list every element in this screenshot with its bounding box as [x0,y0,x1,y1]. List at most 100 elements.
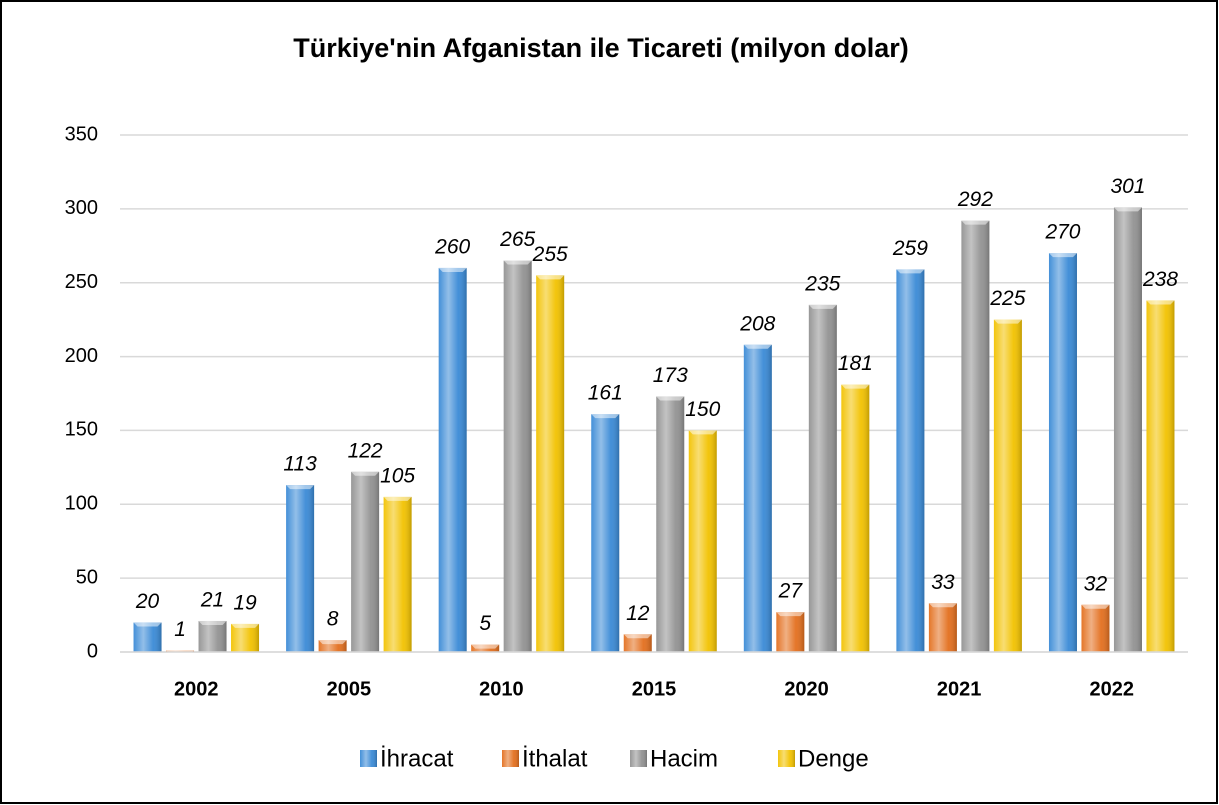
bar-top [776,612,805,617]
data-label: 161 [588,382,623,405]
bar-top [503,260,532,265]
data-label: 225 [989,287,1025,310]
data-label: 173 [653,364,688,387]
legend-label: Hacim [650,745,718,772]
data-label: 32 [1084,572,1108,595]
y-tick-label: 50 [76,566,98,588]
chart-title: Türkiye'nin Afganistan ile Ticareti (mil… [293,33,909,63]
legend-swatch-shine [630,750,647,767]
data-label: 292 [957,188,993,211]
data-label: 27 [778,580,804,603]
bar-top [1113,207,1142,212]
y-tick-label: 350 [65,123,98,145]
bar-shine [438,267,467,652]
y-tick-label: 200 [65,345,98,367]
y-tick-label: 150 [65,419,98,441]
data-label: 259 [892,237,928,260]
bar-shine [961,220,990,652]
bar-top [993,319,1022,324]
bar-shine [198,620,227,652]
legend-label: İhracat [380,745,454,772]
x-tick-label: 2022 [1089,678,1134,700]
bar-shine [623,634,652,652]
data-label: 12 [626,602,650,625]
data-label: 301 [1110,175,1145,198]
legend-swatch-shine [502,750,519,767]
bar-shine [656,396,685,652]
bar-top [928,603,957,608]
data-label: 255 [532,243,568,266]
data-label: 5 [479,612,491,635]
bar-top [536,275,565,280]
x-tick-label: 2021 [937,678,982,700]
bar-top [231,623,260,628]
data-label: 260 [434,235,470,258]
bar-top [1048,253,1077,258]
bar-shine [808,304,837,652]
x-tick-label: 2015 [632,678,677,700]
bar-top [591,414,620,419]
bar-shine [1113,207,1142,652]
bar-top [896,269,925,274]
bar-shine [536,275,565,652]
bar-shine [841,384,870,652]
bar-top [383,496,412,501]
bar-top [961,220,990,225]
bar-shine [776,612,805,652]
x-tick-label: 2020 [784,678,829,700]
bar-top [438,267,467,272]
data-label: 113 [283,453,317,476]
bar-shine [896,269,925,652]
bar-top [1146,300,1175,305]
bar-shine [286,485,315,652]
data-label: 105 [380,464,415,487]
bar-shine [1146,300,1175,652]
data-label: 33 [931,571,955,594]
bar-shine [743,344,772,652]
bar-shine [133,622,162,652]
bar-shine [591,414,620,652]
bar-shine [1048,253,1077,652]
y-tick-label: 250 [65,271,98,293]
bar-top [1081,604,1110,609]
legend-label: İthalat [522,745,588,772]
data-label: 265 [499,228,535,251]
bar-shine [503,260,532,652]
bar-shine [1081,604,1110,652]
x-tick-label: 2005 [327,678,372,700]
bar-top [318,640,347,645]
bar-shine [688,430,717,652]
data-label: 181 [838,352,873,375]
data-label: 1 [174,618,186,641]
bar-shine [231,623,260,652]
y-tick-label: 100 [65,493,98,515]
bar-top [656,396,685,401]
legend-swatch-shine [778,750,795,767]
bar-top [133,622,162,627]
bar-shine [318,640,347,652]
bar-shine [928,603,957,652]
data-label: 270 [1044,221,1080,244]
x-tick-label: 2002 [174,678,219,700]
x-tick-label: 2010 [479,678,524,700]
bar-top [198,620,227,625]
data-label: 20 [135,590,160,613]
data-label: 235 [804,272,840,295]
y-tick-label: 0 [87,640,98,662]
data-label: 208 [739,312,775,335]
bar-top [351,471,380,476]
bar-shine [351,471,380,652]
bar-shine [383,496,412,652]
bar-top [808,304,837,309]
data-label: 122 [348,439,383,462]
bar-shine [993,319,1022,652]
bar-top [286,485,315,490]
data-label: 21 [200,589,224,612]
bar-top [743,344,772,349]
legend-swatch-shine [360,750,377,767]
bar-top [623,634,652,639]
data-label: 238 [1142,268,1178,291]
data-label: 8 [327,608,339,631]
y-tick-label: 300 [65,197,98,219]
